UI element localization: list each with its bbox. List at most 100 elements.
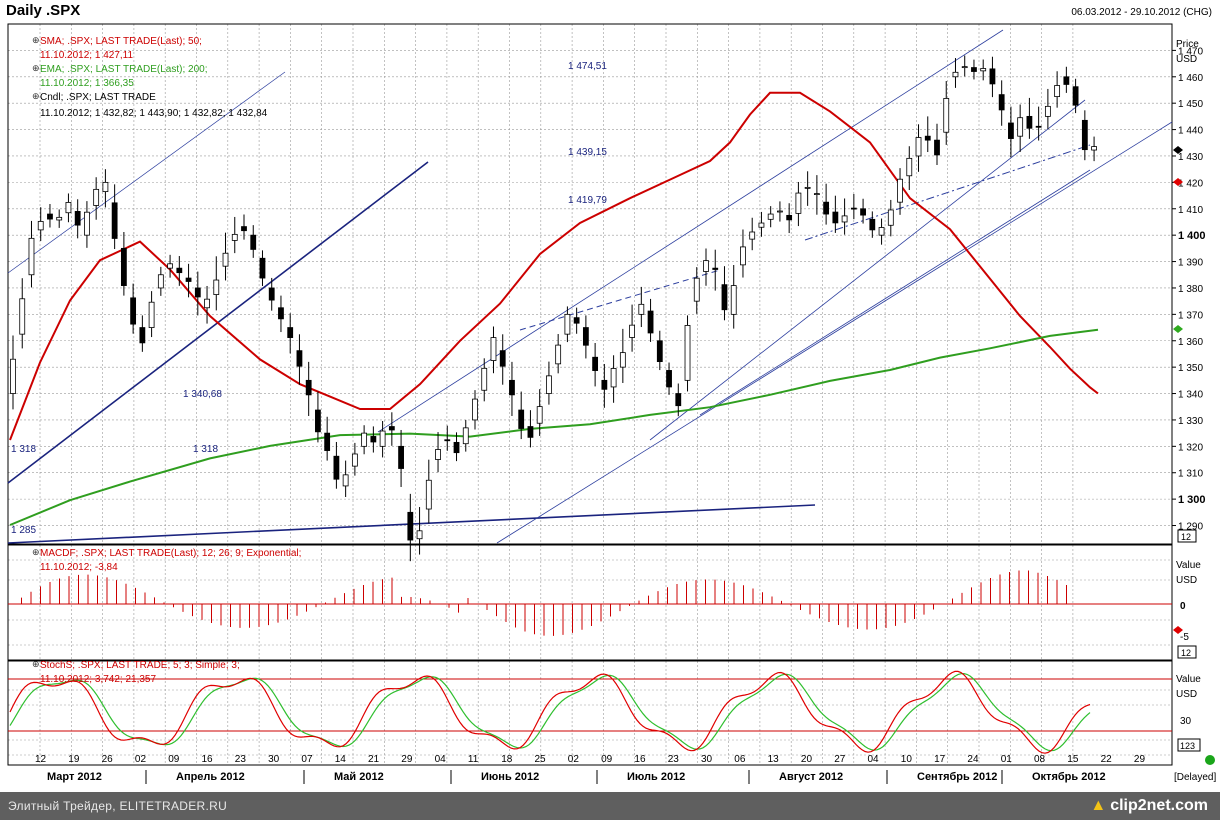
candle-body <box>961 66 968 69</box>
candle-body <box>1054 85 1061 97</box>
candle-body <box>287 327 294 338</box>
trend-line <box>496 121 1173 544</box>
candle-body <box>693 277 700 302</box>
price-tick-label: 1 330 <box>1178 416 1203 427</box>
price-tick-label: 1 460 <box>1178 73 1203 84</box>
candle-body <box>139 327 146 344</box>
candle-body <box>425 479 432 510</box>
candle-body <box>601 379 608 390</box>
candle-body <box>250 234 257 250</box>
legend-cndl-value: 11.10.2012; 1 432,82; 1 443,90; 1 432,82… <box>40 108 268 119</box>
candle-body <box>509 379 515 396</box>
price-tick-label: 1 340 <box>1178 390 1203 401</box>
legend-ema-value: 11.10.2012; 1 366,35 <box>40 78 134 89</box>
candle-body <box>610 368 617 388</box>
candle-body <box>841 215 848 223</box>
candle-body <box>481 367 488 391</box>
legend-cndl-icon: ⊕ <box>32 91 40 101</box>
date-axis[interactable]: 12 19 26 02 09 16 23 30 07 14 21 29 04 11 18 25 02 09 16 23… <box>35 754 1145 784</box>
dashed-trend-line <box>804 144 1091 241</box>
candle-body <box>832 211 839 224</box>
candle-body <box>388 426 395 431</box>
stoch-axis[interactable]: Value USD 30 123 <box>1176 674 1201 752</box>
stoch-axis-unit: USD <box>1176 689 1197 700</box>
day-tick-label: 06 <box>734 754 746 765</box>
price-tick-label: 1 420 <box>1178 178 1203 189</box>
candle-body <box>943 98 950 133</box>
candle-body <box>472 398 478 421</box>
candle-body <box>795 192 802 214</box>
stoch-k-line <box>9 670 1091 754</box>
candle-body <box>823 201 830 215</box>
stoch-scale-box <box>1177 738 1201 752</box>
candle-body <box>453 441 460 454</box>
day-tick-label: 27 <box>834 754 846 765</box>
candle-body <box>1035 125 1042 128</box>
candle-body <box>656 340 663 363</box>
candle-body <box>241 226 247 232</box>
candle-body <box>546 375 552 394</box>
day-tick-label: 20 <box>801 754 813 765</box>
ema-marker <box>1173 325 1183 333</box>
candle-body <box>1008 122 1014 139</box>
candle-body <box>324 432 331 451</box>
day-tick-label: 16 <box>202 754 214 765</box>
day-tick-label: 17 <box>934 754 946 765</box>
chart-title: Daily .SPX <box>6 2 81 19</box>
macd-axis[interactable]: Value USD 0 -5 12 <box>1173 560 1201 659</box>
candle-body <box>185 277 192 282</box>
price-axis[interactable]: Price USD 1 470 1 460 1 450 1 440 1 430 1 420… <box>1172 39 1206 543</box>
legend-sma-name: SMA; .SPX; LAST TRADE(Last); 50; <box>40 36 202 47</box>
candle-body <box>684 325 691 381</box>
status-bar: Элитный Трейдер, ELITETRADER.RU ▲ clip2ne… <box>0 792 1220 820</box>
connection-status-icon <box>1205 755 1215 765</box>
legend-sma-value: 11.10.2012; 1 427,11 <box>40 50 133 61</box>
clip2net-icon: ▲ <box>1090 797 1107 814</box>
candle-body <box>592 356 599 371</box>
candle-body <box>361 432 368 447</box>
price-tick-label: 1 310 <box>1178 469 1203 480</box>
clip2net-logo[interactable]: ▲ clip2net.com <box>1090 797 1208 815</box>
annotation-1285: 1 285 <box>11 525 36 536</box>
candle-body <box>444 439 451 442</box>
candle-body <box>1063 76 1070 85</box>
candle-body <box>379 430 386 447</box>
sma-marker <box>1173 178 1183 186</box>
macd-axis-unit: USD <box>1176 575 1197 586</box>
annotation-1318-left: 1 318 <box>11 444 36 455</box>
main-pane[interactable] <box>7 23 1173 545</box>
month-label: Апрель 2012 <box>176 771 245 783</box>
candle-body <box>111 202 118 239</box>
stoch-pane[interactable] <box>7 660 1173 766</box>
candle-body <box>573 317 580 324</box>
day-tick-label: 01 <box>1001 754 1013 765</box>
candle-body <box>666 370 672 388</box>
day-tick-label: 18 <box>501 754 513 765</box>
ema-line <box>9 328 1099 526</box>
status-source: Элитный Трейдер, ELITETRADER.RU <box>8 799 228 813</box>
candle-body <box>619 352 626 368</box>
candle-body <box>527 426 534 438</box>
day-tick-label: 22 <box>1101 754 1113 765</box>
stoch-legend: ⊕ StochS; .SPX; LAST TRADE; 5; 3; Simple… <box>32 659 240 685</box>
candle-body <box>56 216 63 221</box>
price-axis-unit: USD <box>1176 54 1197 65</box>
chart-canvas[interactable]: ⊕ SMA; .SPX; LAST TRADE(Last); 50; 11.10… <box>0 0 1220 792</box>
day-tick-label: 26 <box>102 754 114 765</box>
candle-body <box>740 246 746 266</box>
candle-body <box>1072 86 1079 106</box>
month-label: Август 2012 <box>779 771 843 783</box>
annotation-1419: 1 419,79 <box>568 195 607 206</box>
candle-body <box>767 213 774 220</box>
candle-body <box>786 214 793 221</box>
stoch-legend-value: 11.10.2012; 3,742; 21,357 <box>40 674 156 685</box>
candle-body <box>398 445 404 469</box>
candle-body <box>749 231 756 240</box>
candle-body <box>204 298 210 309</box>
month-label: Июль 2012 <box>627 771 685 783</box>
macd-pane[interactable] <box>7 544 1173 661</box>
candle-body <box>435 449 441 460</box>
day-tick-label: 13 <box>768 754 780 765</box>
candle-body <box>148 301 155 328</box>
price-tick-label: 1 320 <box>1178 442 1203 453</box>
